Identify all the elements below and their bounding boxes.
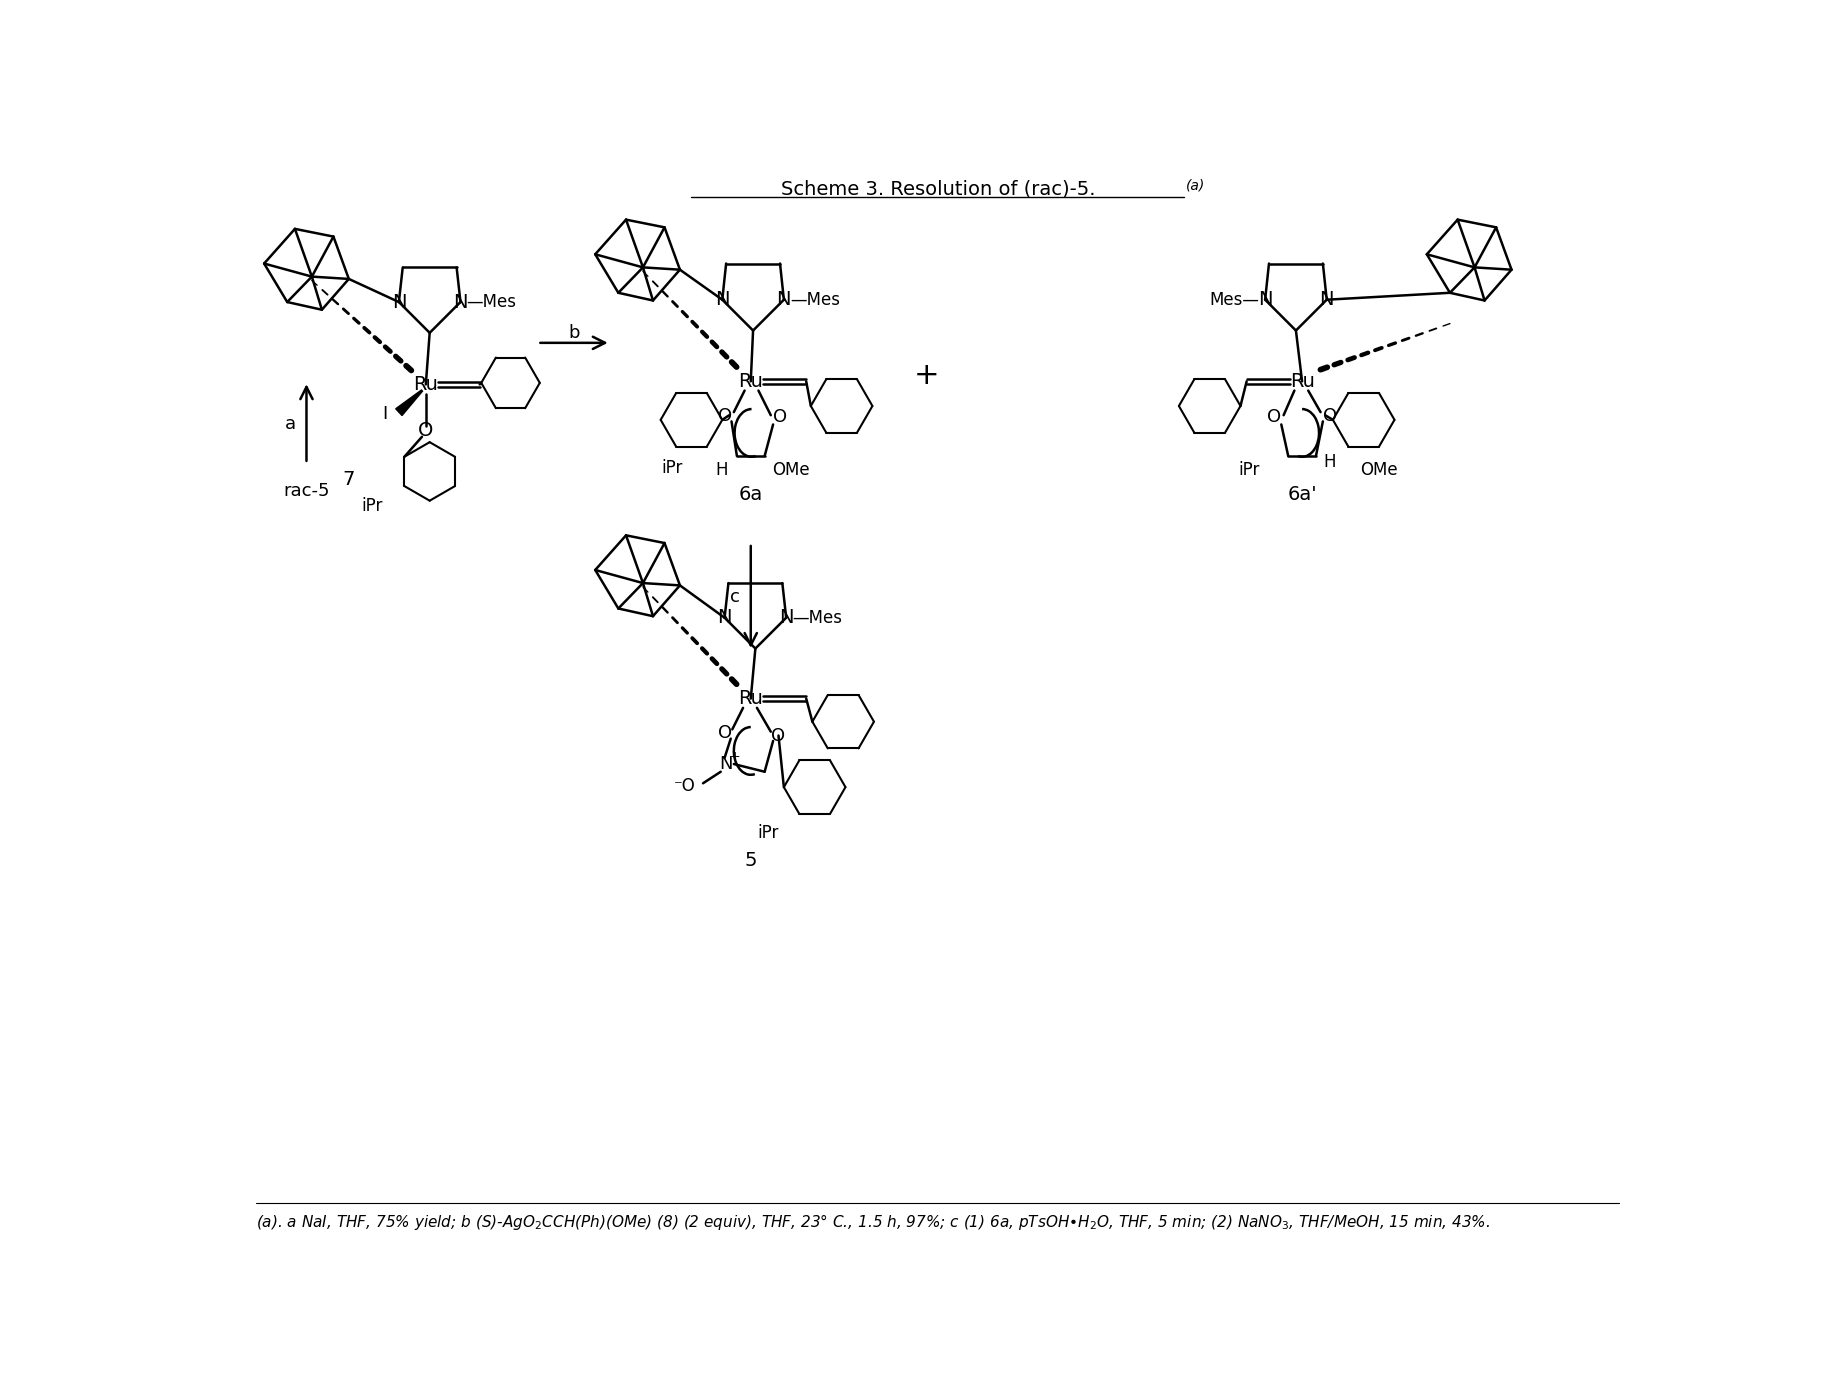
Text: N: N bbox=[717, 608, 732, 627]
Text: O: O bbox=[1323, 407, 1338, 425]
Text: (a): (a) bbox=[1186, 178, 1206, 192]
Text: 7: 7 bbox=[342, 470, 355, 489]
Text: (a). a NaI, THF, 75% yield; b (S)-AgO$_2$CCH(Ph)(OMe) (8) (2 equiv), THF, 23° C.: (a). a NaI, THF, 75% yield; b (S)-AgO$_2… bbox=[256, 1213, 1491, 1232]
Text: b: b bbox=[569, 323, 580, 342]
Text: N: N bbox=[776, 290, 791, 309]
Text: I: I bbox=[382, 406, 388, 424]
Text: iPr: iPr bbox=[361, 498, 382, 514]
Polygon shape bbox=[395, 390, 423, 415]
Text: iPr: iPr bbox=[661, 459, 683, 477]
Text: N: N bbox=[716, 290, 730, 309]
Text: N: N bbox=[454, 293, 468, 311]
Text: N: N bbox=[392, 293, 406, 311]
Text: OMe: OMe bbox=[1360, 461, 1398, 480]
Text: +: + bbox=[730, 750, 739, 763]
Text: O: O bbox=[772, 726, 785, 744]
Text: O: O bbox=[417, 421, 434, 441]
Text: +: + bbox=[913, 361, 939, 390]
Text: c: c bbox=[730, 588, 739, 606]
Text: Ru: Ru bbox=[1290, 372, 1314, 390]
Text: N: N bbox=[1257, 290, 1272, 309]
Text: a: a bbox=[285, 414, 296, 432]
Text: O: O bbox=[772, 408, 787, 425]
Text: iPr: iPr bbox=[758, 824, 780, 842]
Text: Scheme 3. Resolution of (rac)-5.: Scheme 3. Resolution of (rac)-5. bbox=[781, 180, 1094, 198]
Text: ⁻O: ⁻O bbox=[673, 776, 695, 795]
Text: OMe: OMe bbox=[772, 461, 811, 480]
Text: O: O bbox=[717, 407, 732, 425]
Text: O: O bbox=[717, 725, 732, 742]
Text: —Mes: —Mes bbox=[467, 293, 516, 311]
Text: rac-5: rac-5 bbox=[284, 482, 329, 499]
Text: 6a: 6a bbox=[739, 485, 763, 505]
Text: Ru: Ru bbox=[737, 372, 763, 390]
Text: H: H bbox=[716, 461, 728, 480]
Text: Mes—: Mes— bbox=[1210, 291, 1259, 308]
Text: N: N bbox=[719, 756, 732, 774]
Text: Ru: Ru bbox=[414, 375, 437, 395]
Text: N: N bbox=[1319, 290, 1334, 309]
Text: H: H bbox=[1323, 453, 1336, 471]
Text: 6a': 6a' bbox=[1286, 485, 1318, 505]
Text: Ru: Ru bbox=[737, 689, 763, 708]
Text: 5: 5 bbox=[745, 850, 758, 870]
Text: iPr: iPr bbox=[1239, 461, 1259, 480]
Text: —Mes: —Mes bbox=[791, 291, 840, 308]
Text: O: O bbox=[1268, 408, 1281, 425]
Text: —Mes: —Mes bbox=[792, 609, 842, 627]
Text: N: N bbox=[780, 608, 794, 627]
